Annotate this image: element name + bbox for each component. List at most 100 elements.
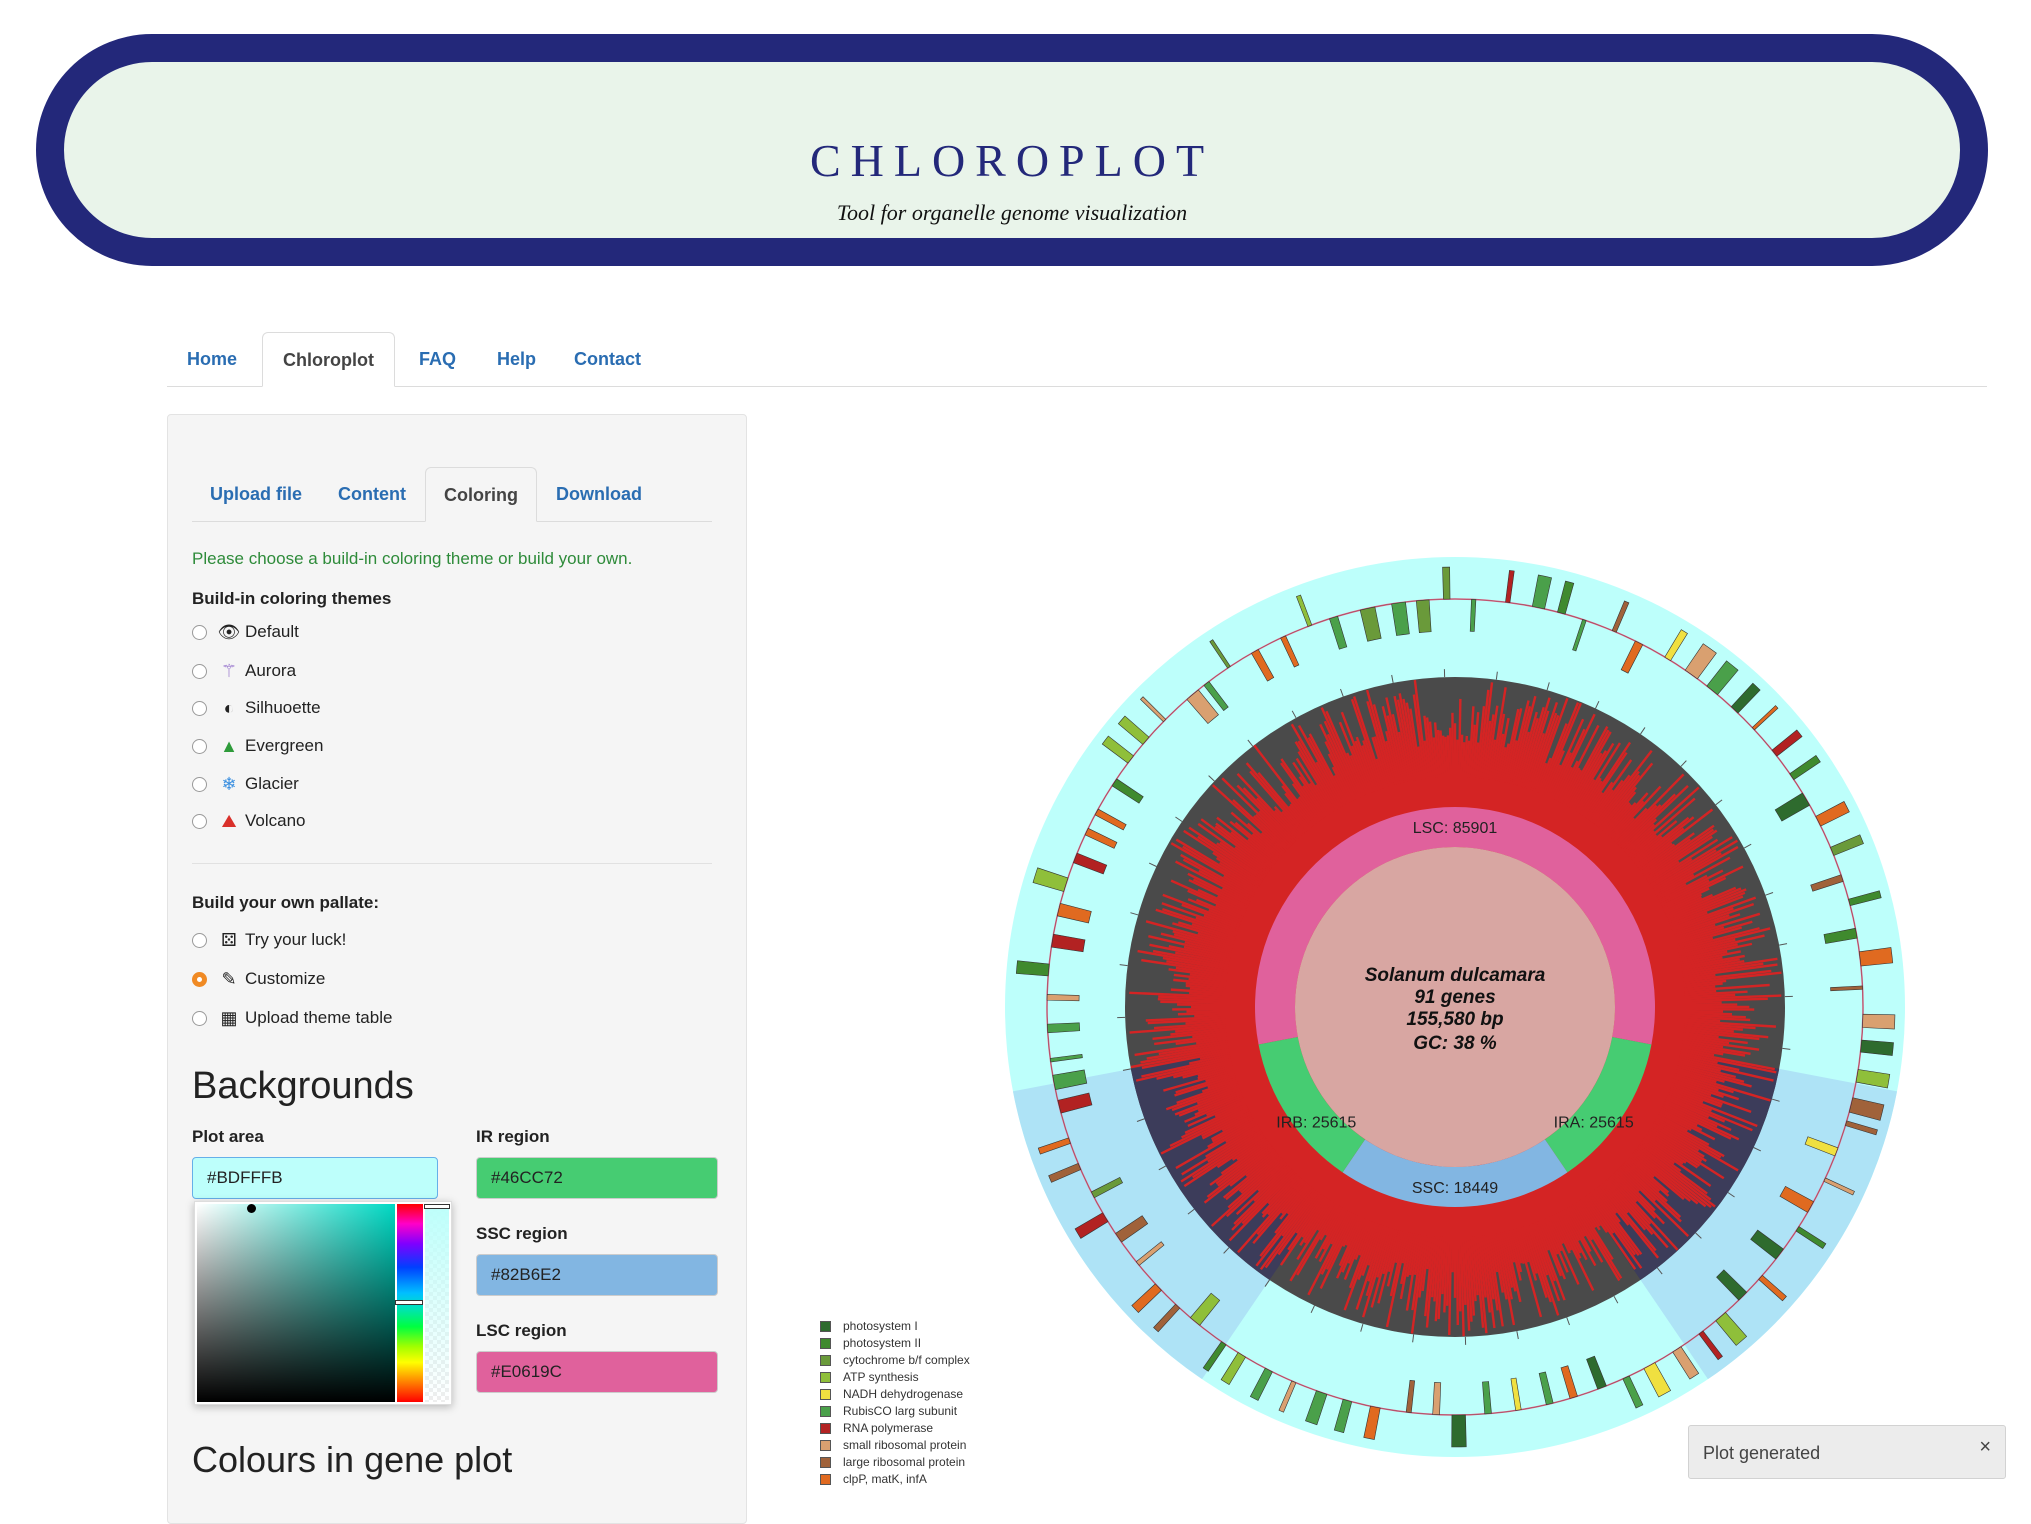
theme-option-volcano[interactable]: ⛰ Volcano xyxy=(192,806,306,836)
radio-silhuoette[interactable] xyxy=(192,701,207,716)
aurora-icon: ⚚ xyxy=(217,661,241,682)
radio-default[interactable] xyxy=(192,625,207,640)
themes-label: Build-in coloring themes xyxy=(192,589,391,609)
app-banner: CHLOROPLOT Tool for organelle genome vis… xyxy=(36,34,1988,266)
legend-label: photosystem I xyxy=(843,1319,918,1333)
tab-contact[interactable]: Contact xyxy=(554,332,661,386)
color-picker-cursor[interactable] xyxy=(247,1204,256,1213)
own-palette-label: Build your own pallate: xyxy=(192,893,379,913)
app-title: CHLOROPLOT xyxy=(64,134,1960,187)
ir-region-label: IR region xyxy=(476,1127,550,1147)
own-label-upload-table: Upload theme table xyxy=(245,1008,392,1028)
half-circle-icon: ◐ xyxy=(217,698,241,719)
legend-label: RubisCO larg subunit xyxy=(843,1404,957,1418)
legend-item: small ribosomal protein xyxy=(820,1437,966,1453)
own-option-customize[interactable]: ✎ Customize xyxy=(192,964,325,994)
theme-option-evergreen[interactable]: ▲ Evergreen xyxy=(192,731,323,761)
own-label-customize: Customize xyxy=(245,969,325,989)
legend-item: RNA polymerase xyxy=(820,1420,933,1436)
table-icon: ▦ xyxy=(217,1008,241,1029)
gene-block xyxy=(1862,1014,1894,1029)
radio-evergreen[interactable] xyxy=(192,739,207,754)
app-subtitle: Tool for organelle genome visualization xyxy=(64,200,1960,226)
own-label-luck: Try your luck! xyxy=(245,930,346,950)
radio-upload-table[interactable] xyxy=(192,1011,207,1026)
legend-item: photosystem II xyxy=(820,1335,921,1351)
backgrounds-heading: Backgrounds xyxy=(192,1065,414,1108)
ssc-label: SSC: 18449 xyxy=(1412,1180,1498,1197)
snowflake-icon: ❄ xyxy=(217,774,241,795)
tab-upload-file[interactable]: Upload file xyxy=(192,467,320,521)
tab-download[interactable]: Download xyxy=(538,467,660,521)
section-divider xyxy=(192,863,712,864)
legend-label: RNA polymerase xyxy=(843,1421,933,1435)
tab-home[interactable]: Home xyxy=(167,332,257,386)
settings-panel: Upload file Content Coloring Download Pl… xyxy=(167,414,747,1524)
hue-slider-handle[interactable] xyxy=(395,1300,423,1305)
legend-label: large ribosomal protein xyxy=(843,1455,965,1469)
gc-content: GC: 38 % xyxy=(1413,1033,1497,1054)
radio-try-luck[interactable] xyxy=(192,933,207,948)
gene-colours-heading: Colours in gene plot xyxy=(192,1439,512,1481)
ir-region-color-input[interactable]: #46CC72 xyxy=(476,1157,718,1199)
dice-icon: ⚄ xyxy=(217,930,241,951)
alpha-slider[interactable] xyxy=(425,1204,449,1402)
volcano-icon: ⛰ xyxy=(217,811,241,832)
tab-content[interactable]: Content xyxy=(320,467,424,521)
radio-aurora[interactable] xyxy=(192,664,207,679)
theme-option-default[interactable]: 👁 Default xyxy=(192,617,299,647)
tab-coloring[interactable]: Coloring xyxy=(425,467,537,522)
eye-icon: 👁 xyxy=(217,622,241,643)
ssc-region-color-input[interactable]: #82B6E2 xyxy=(476,1254,718,1296)
irb-label: IRB: 25615 xyxy=(1276,1115,1356,1132)
saturation-value-area[interactable] xyxy=(197,1204,395,1402)
legend-item: cytochrome b/f complex xyxy=(820,1352,970,1368)
own-option-upload-table[interactable]: ▦ Upload theme table xyxy=(192,1003,392,1033)
notification-toast: Plot generated × xyxy=(1688,1425,2006,1479)
legend-label: small ribosomal protein xyxy=(843,1438,966,1452)
legend-item: NADH dehydrogenase xyxy=(820,1386,963,1402)
legend-label: photosystem II xyxy=(843,1336,921,1350)
genome-length: 155,580 bp xyxy=(1406,1009,1503,1030)
plot-area-color-input[interactable]: #BDFFFB xyxy=(192,1157,438,1199)
legend-label: NADH dehydrogenase xyxy=(843,1387,963,1401)
legend-swatch xyxy=(820,1355,831,1366)
legend-swatch xyxy=(820,1389,831,1400)
radio-glacier[interactable] xyxy=(192,777,207,792)
toast-message: Plot generated xyxy=(1703,1426,1820,1480)
theme-option-silhuoette[interactable]: ◐ Silhuoette xyxy=(192,693,321,723)
radio-volcano[interactable] xyxy=(192,814,207,829)
legend-swatch xyxy=(820,1423,831,1434)
main-nav: Home Chloroplot FAQ Help Contact xyxy=(167,332,1987,387)
tab-chloroplot[interactable]: Chloroplot xyxy=(262,332,395,387)
ssc-region-label: SSC region xyxy=(476,1224,568,1244)
gene-block xyxy=(1443,567,1451,599)
hue-slider[interactable] xyxy=(397,1204,423,1402)
legend-label: clpP, matK, infA xyxy=(843,1472,927,1486)
coloring-hint: Please choose a build-in coloring theme … xyxy=(192,549,632,569)
palette-icon: ✎ xyxy=(217,969,241,990)
own-option-luck[interactable]: ⚄ Try your luck! xyxy=(192,925,346,955)
legend-item: ATP synthesis xyxy=(820,1369,919,1385)
tab-faq[interactable]: FAQ xyxy=(399,332,476,386)
tree-icon: ▲ xyxy=(217,736,241,757)
legend-item: RubisCO larg subunit xyxy=(820,1403,957,1419)
legend-item: clpP, matK, infA xyxy=(820,1471,927,1487)
color-picker-popup xyxy=(194,1201,452,1405)
theme-label-glacier: Glacier xyxy=(245,774,299,794)
theme-option-glacier[interactable]: ❄ Glacier xyxy=(192,769,299,799)
close-icon[interactable]: × xyxy=(1979,1436,1991,1459)
legend-swatch xyxy=(820,1440,831,1451)
lsc-label: LSC: 85901 xyxy=(1413,820,1498,837)
tab-help[interactable]: Help xyxy=(477,332,556,386)
ira-label: IRA: 25615 xyxy=(1554,1115,1634,1132)
radio-customize[interactable] xyxy=(192,972,207,987)
alpha-slider-handle[interactable] xyxy=(424,1204,450,1209)
legend-swatch xyxy=(820,1372,831,1383)
theme-option-aurora[interactable]: ⚚ Aurora xyxy=(192,656,296,686)
theme-label-evergreen: Evergreen xyxy=(245,736,323,756)
legend-item: photosystem I xyxy=(820,1318,918,1334)
lsc-region-color-input[interactable]: #E0619C xyxy=(476,1351,718,1393)
legend-label: ATP synthesis xyxy=(843,1370,919,1384)
species-name: Solanum dulcamara xyxy=(1365,965,1546,986)
